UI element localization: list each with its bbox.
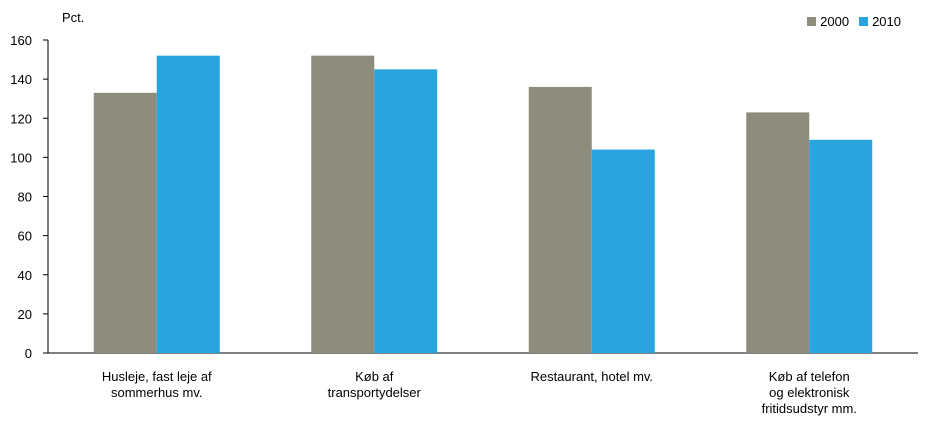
- legend-label-2010: 2010: [872, 14, 901, 29]
- category-label-line: sommerhus mv.: [111, 385, 203, 400]
- legend-swatch-2000: [807, 17, 817, 26]
- bar-2000-3: [746, 112, 810, 353]
- category-label: Restaurant, hotel mv.: [530, 369, 653, 384]
- bar-2000-2: [528, 86, 592, 353]
- legend: 2000 2010: [807, 14, 901, 29]
- bar-2000-1: [311, 55, 375, 354]
- bars: [93, 55, 873, 354]
- y-tick-label: 160: [10, 33, 32, 48]
- bar-2010-0: [156, 55, 220, 354]
- y-tick-label: 20: [18, 307, 32, 322]
- category-label-line: transportydelser: [328, 385, 422, 400]
- bar-2010-2: [591, 149, 655, 353]
- category-label-line: Køb af telefon: [769, 369, 850, 384]
- legend-label-2000: 2000: [820, 14, 850, 29]
- legend-item-2000: 2000: [807, 14, 849, 29]
- bar-2000-0: [93, 92, 157, 353]
- category-label-line: Restaurant, hotel mv.: [530, 369, 653, 384]
- category-label: Køb af transportydelser: [328, 369, 422, 400]
- category-label-line: Husleje, fast leje af: [102, 369, 212, 384]
- y-axis: 0 20 40 60 80 100 120 140 160: [10, 33, 49, 361]
- category-label-line: og elektronisk: [769, 385, 850, 400]
- category-label-line: Køb af: [355, 369, 394, 384]
- y-tick-label: 120: [10, 111, 32, 126]
- y-tick-label: 40: [18, 268, 32, 283]
- legend-item-2010: 2010: [859, 14, 901, 29]
- y-axis-unit-label: Pct.: [62, 10, 85, 25]
- category-label: Køb af telefon og elektronisk fritidsudsty…: [762, 369, 857, 416]
- y-tick-label: 100: [10, 150, 32, 165]
- y-tick-label: 60: [18, 229, 32, 244]
- y-tick-label: 0: [25, 346, 32, 361]
- legend-swatch-2010: [859, 17, 869, 26]
- category-label-line: fritidsudstyr mm.: [762, 401, 857, 416]
- y-tick-label: 80: [18, 190, 32, 205]
- y-tick-label: 140: [10, 72, 32, 87]
- category-label: Husleje, fast leje af sommerhus mv.: [102, 369, 212, 400]
- category-labels: Husleje, fast leje af sommerhus mv. Køb af…: [102, 369, 857, 416]
- bar-2010-3: [809, 139, 873, 353]
- bar-2010-1: [374, 69, 438, 353]
